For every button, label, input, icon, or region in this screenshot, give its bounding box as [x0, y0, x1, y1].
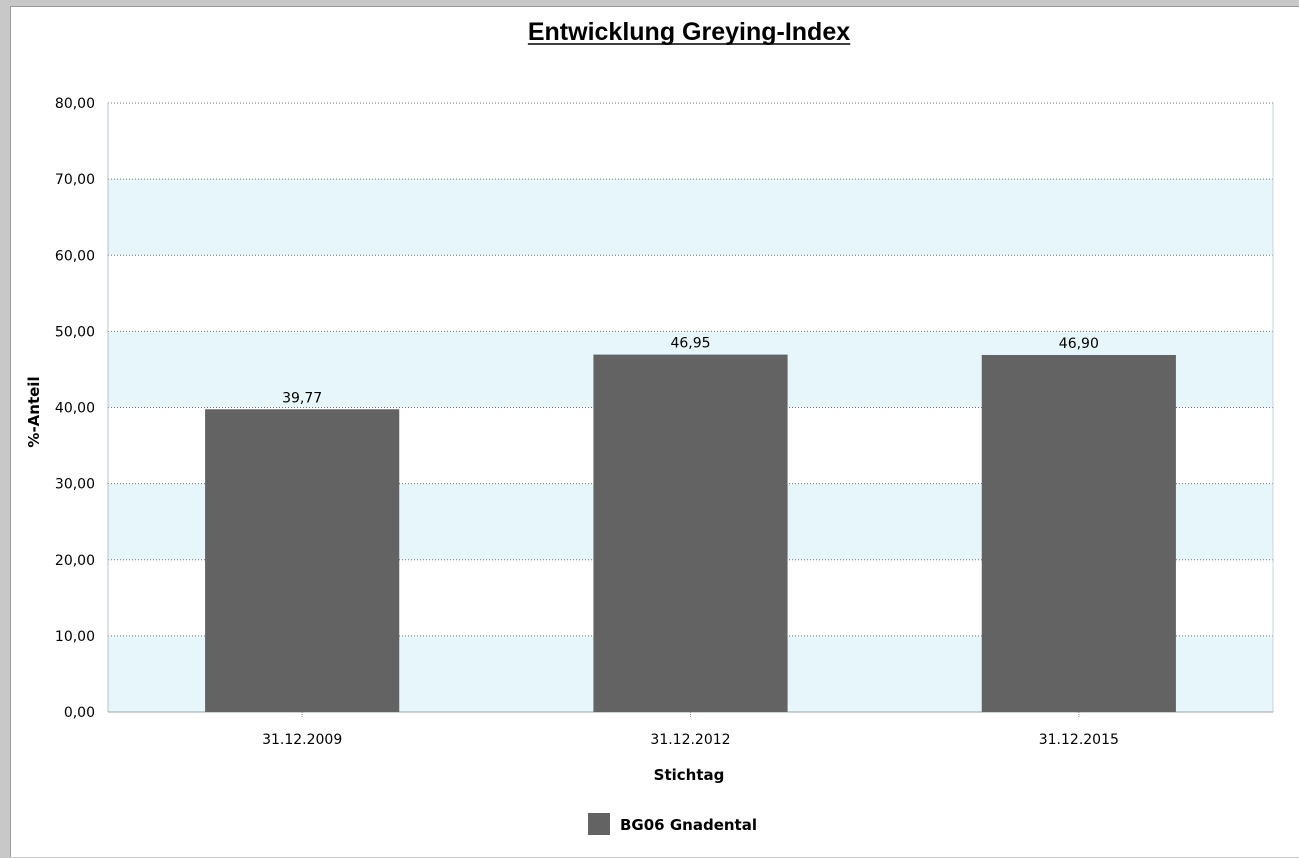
x-tick-label: 31.12.2012	[650, 732, 730, 748]
x-axis-ticks: 31.12.2009 31.12.2012 31.12.2015	[262, 712, 1119, 748]
y-axis-ticks: 0,00 10,00 20,00 30,00 40,00 50,00 60,00 70,00 8…	[55, 96, 95, 721]
legend-label: BG06 Gnadental	[620, 816, 757, 834]
chart-title: Entwicklung Greying-Index	[528, 18, 850, 46]
chart-frame: 39,77 46,95 46,90 0,00 10,00 20,00 30,00 40,00…	[10, 6, 1299, 857]
legend-swatch	[588, 813, 610, 835]
x-axis-label: Stichtag	[654, 766, 725, 784]
data-labels: 39,77 46,95 46,90	[282, 336, 1099, 407]
y-tick-label: 0,00	[64, 705, 95, 721]
bar	[205, 409, 400, 712]
bar	[981, 354, 1176, 712]
y-tick-label: 40,00	[55, 401, 95, 417]
y-axis-label: %-Anteil	[25, 376, 43, 447]
y-tick-label: 50,00	[55, 324, 95, 340]
data-label: 39,77	[282, 390, 322, 406]
data-label: 46,90	[1059, 336, 1099, 352]
background-band	[108, 179, 1273, 256]
y-tick-label: 60,00	[55, 248, 95, 264]
x-tick-label: 31.12.2015	[1039, 732, 1119, 748]
data-label: 46,95	[670, 336, 710, 352]
x-tick-label: 31.12.2009	[262, 732, 342, 748]
bar	[593, 354, 788, 712]
y-tick-label: 80,00	[55, 96, 95, 112]
bars	[205, 354, 1176, 712]
y-tick-label: 10,00	[55, 629, 95, 645]
y-tick-label: 70,00	[55, 172, 95, 188]
y-tick-label: 20,00	[55, 553, 95, 569]
legend: BG06 Gnadental	[588, 813, 757, 835]
y-tick-label: 30,00	[55, 477, 95, 493]
bar-chart: 39,77 46,95 46,90 0,00 10,00 20,00 30,00 40,00…	[25, 18, 1274, 835]
